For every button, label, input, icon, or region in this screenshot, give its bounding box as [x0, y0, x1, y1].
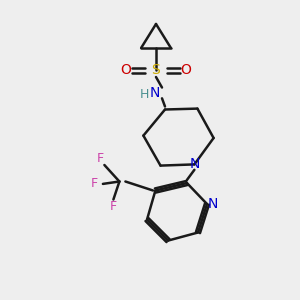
Text: F: F [110, 200, 117, 214]
Text: O: O [121, 63, 131, 77]
Text: F: F [90, 177, 98, 190]
Text: N: N [207, 197, 218, 211]
Text: N: N [149, 86, 160, 100]
Text: H: H [140, 88, 149, 101]
Text: S: S [152, 63, 160, 77]
Text: F: F [96, 152, 103, 165]
Text: O: O [181, 63, 191, 77]
Text: N: N [189, 158, 200, 171]
